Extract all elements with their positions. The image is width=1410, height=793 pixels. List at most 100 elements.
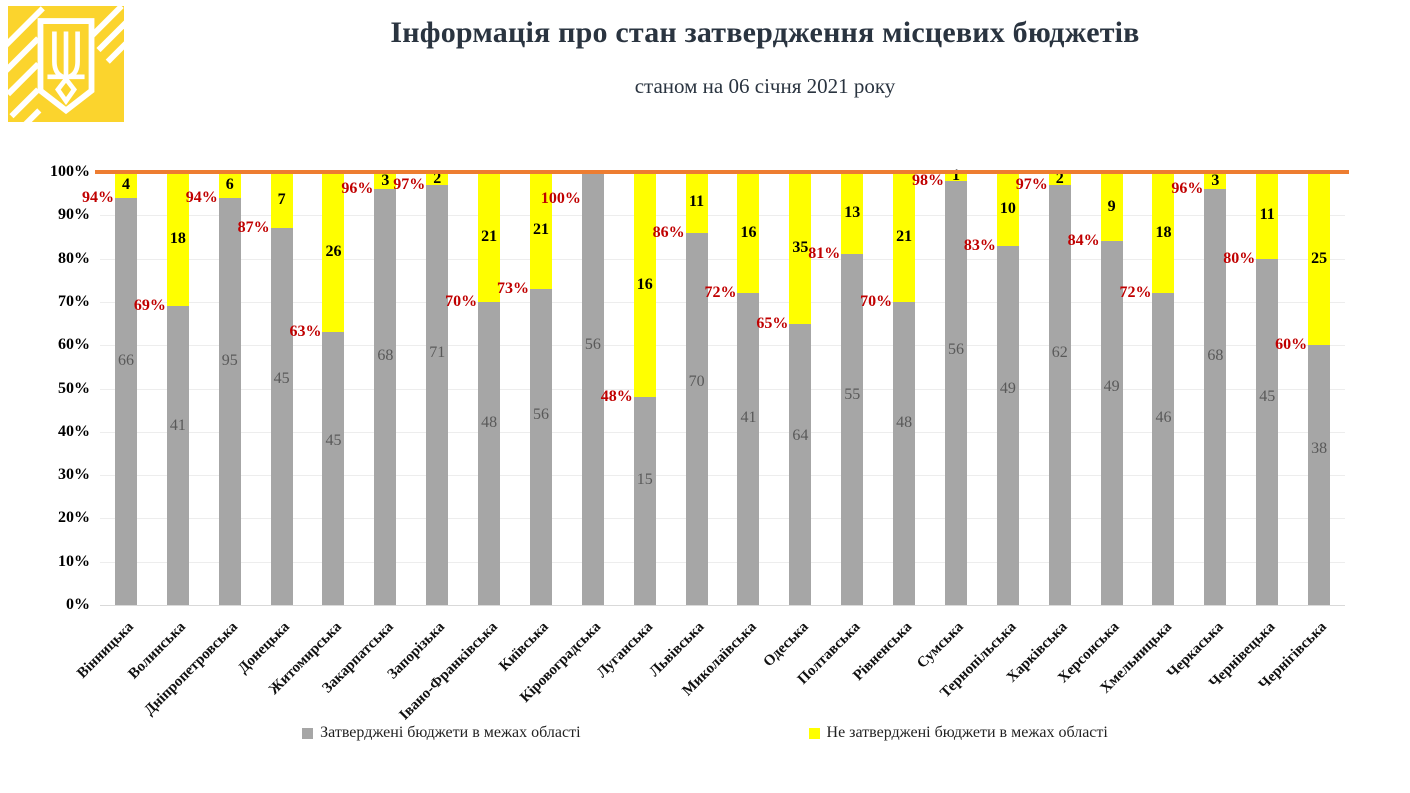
bar-slot-Луганська: 16 48% 15 bbox=[601, 172, 671, 605]
pct-label: 97% bbox=[1015, 175, 1048, 193]
bar-slot-Волинська: 18 69% 41 bbox=[134, 172, 204, 605]
bar-slot-Закарпатська: 3 96% 68 bbox=[341, 171, 411, 605]
stacked-bar: 16 bbox=[737, 172, 760, 605]
not-approved-segment: 3 bbox=[374, 171, 397, 190]
not-approved-segment: 2 bbox=[1048, 170, 1071, 187]
not-approved-segment: 11 bbox=[1256, 172, 1279, 259]
pct-label: 60% bbox=[1275, 336, 1308, 354]
stacked-bar: 16 bbox=[633, 172, 656, 605]
gridline-10 bbox=[100, 561, 1345, 563]
not-approved-count-label: 16 bbox=[636, 275, 653, 293]
approved-segment bbox=[218, 197, 241, 605]
approved-segment bbox=[322, 332, 345, 605]
stacked-bar: 26 bbox=[322, 172, 345, 605]
chart-plot-area: 4 94% 66 18 69% 41 6 94% 95 7 87% 45 26 63% 45 3 96% 68 2 9… bbox=[50, 163, 1349, 723]
pct-label: 70% bbox=[860, 292, 893, 310]
approved-count-label: 46 bbox=[1155, 408, 1172, 426]
pct-label: 87% bbox=[237, 219, 270, 237]
bar-slot-Донецька: 7 87% 45 bbox=[238, 172, 308, 605]
pct-label: 70% bbox=[445, 292, 478, 310]
legend-item-approved: Затверджені бюджети в межах області bbox=[302, 724, 581, 742]
not-approved-count-label: 25 bbox=[1311, 249, 1328, 267]
bar-slot-Житомирська: 26 63% 45 bbox=[289, 172, 360, 605]
not-approved-count-label: 3 bbox=[381, 171, 390, 189]
ukraine-trident-logo bbox=[0, 3, 134, 128]
bar-slot-Черкаська: 3 96% 68 bbox=[1171, 172, 1241, 605]
approved-segment bbox=[166, 306, 189, 605]
stacked-bar: 4 bbox=[114, 172, 137, 605]
stacked-bar: 35 bbox=[789, 172, 812, 605]
x-axis-labels: Вінницька Волинська Дніпропетровська Донець… bbox=[75, 605, 1345, 740]
stacked-bar: 13 bbox=[841, 172, 864, 605]
gridline-70 bbox=[100, 301, 1345, 303]
bar-slot-Кіровоградська: 100% 56 bbox=[541, 172, 619, 605]
pct-label: 84% bbox=[1067, 232, 1100, 250]
not-approved-count-label: 21 bbox=[481, 227, 498, 245]
not-approved-segment: 2 bbox=[426, 169, 449, 187]
approved-segment bbox=[789, 323, 812, 605]
stacked-bar: 2 bbox=[1048, 170, 1071, 605]
approved-count-label: 56 bbox=[584, 336, 601, 354]
bar-slot-Херсонська: 9 84% 49 bbox=[1068, 172, 1138, 605]
approved-segment bbox=[685, 232, 708, 605]
bar-slot-Миколаївська: 16 72% 41 bbox=[704, 172, 775, 605]
not-approved-count-label: 18 bbox=[169, 230, 186, 248]
not-approved-segment: 6 bbox=[218, 172, 241, 198]
approved-count-label: 70 bbox=[688, 372, 705, 390]
not-approved-segment: 18 bbox=[1152, 172, 1175, 294]
legend-label: Затверджені бюджети в межах області bbox=[320, 724, 581, 741]
not-approved-count-label: 13 bbox=[844, 204, 861, 222]
approved-segment bbox=[374, 189, 397, 605]
not-approved-segment: 3 bbox=[1204, 172, 1227, 190]
x-axis-label-Одеська: Одеська bbox=[760, 619, 812, 671]
y-axis-tick-80: 80% bbox=[58, 249, 90, 267]
not-approved-count-label: 35 bbox=[792, 238, 809, 256]
approved-count-label: 68 bbox=[1207, 346, 1224, 364]
page-title: Інформація про стан затвердження місцеви… bbox=[390, 16, 1140, 49]
stacked-bar: 7 bbox=[270, 172, 293, 605]
not-approved-count-label: 4 bbox=[121, 176, 130, 193]
approved-count-label: 66 bbox=[117, 351, 134, 369]
approved-count-label: 56 bbox=[947, 341, 964, 359]
bar-slot-Харківська: 2 97% 62 bbox=[1016, 170, 1086, 605]
legend-item-not-approved: Не затверджені бюджети в межах області bbox=[808, 724, 1108, 742]
pct-label: 65% bbox=[756, 314, 789, 332]
stacked-bar: 3 bbox=[1204, 172, 1227, 605]
y-axis-tick-90: 90% bbox=[58, 206, 90, 224]
not-approved-segment: 21 bbox=[893, 172, 916, 302]
not-approved-segment: 11 bbox=[685, 172, 708, 233]
approved-segment bbox=[944, 180, 967, 605]
gridline-60 bbox=[100, 345, 1345, 347]
x-axis-label-Сумська: Сумська bbox=[914, 619, 968, 672]
approved-segment bbox=[996, 245, 1019, 605]
not-approved-count-label: 2 bbox=[433, 169, 442, 187]
gridline-90 bbox=[100, 215, 1345, 217]
stacked-bar: 6 bbox=[218, 172, 241, 605]
pct-label: 96% bbox=[341, 180, 374, 198]
x-axis-label-Івано-Франківська: Івано-Франківська bbox=[396, 619, 501, 724]
bar-slot-Сумська: 1 98% 56 bbox=[912, 167, 982, 605]
approved-count-label: 64 bbox=[792, 427, 809, 445]
y-axis-tick-70: 70% bbox=[58, 292, 90, 310]
not-approved-segment: 16 bbox=[737, 172, 760, 294]
stacked-bar: 3 bbox=[374, 171, 397, 605]
approved-count-label: 48 bbox=[896, 414, 913, 432]
y-axis-tick-60: 60% bbox=[58, 336, 90, 354]
pct-label: 72% bbox=[1119, 284, 1152, 302]
gridline-20 bbox=[100, 518, 1345, 520]
pct-label: 97% bbox=[393, 175, 426, 193]
approved-count-label: 71 bbox=[429, 343, 446, 361]
not-approved-segment: 4 bbox=[114, 172, 137, 198]
not-approved-count-label: 11 bbox=[1259, 206, 1275, 224]
approved-count-label: 48 bbox=[481, 414, 498, 432]
pct-label: 48% bbox=[600, 388, 633, 406]
not-approved-swatch bbox=[808, 727, 820, 739]
approved-segment bbox=[1100, 241, 1123, 605]
approved-count-label: 45 bbox=[273, 369, 290, 387]
not-approved-segment: 35 bbox=[789, 172, 812, 324]
approved-segment bbox=[1152, 293, 1175, 605]
approved-count-label: 95 bbox=[221, 351, 238, 369]
not-approved-segment: 9 bbox=[1100, 172, 1123, 242]
approved-count-label: 41 bbox=[740, 408, 757, 426]
not-approved-count-label: 9 bbox=[1107, 197, 1116, 215]
